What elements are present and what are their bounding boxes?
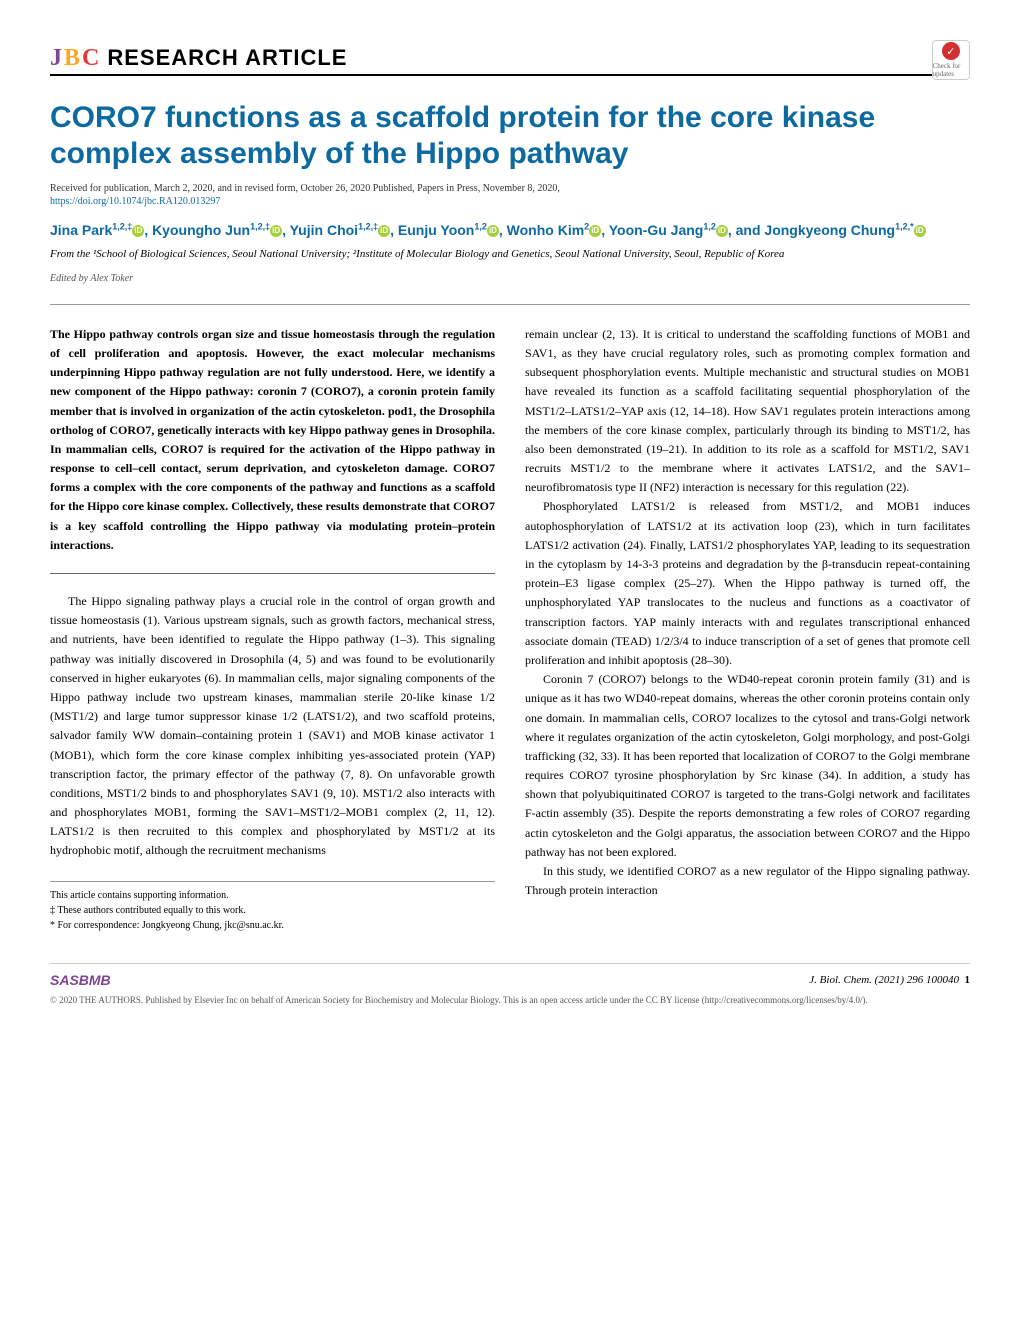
section-label: RESEARCH ARTICLE [107, 45, 347, 71]
page-number: 1 [965, 974, 971, 986]
orcid-icon[interactable]: iD [589, 225, 601, 237]
doi-link[interactable]: https://doi.org/10.1074/jbc.RA120.013297 [50, 196, 970, 207]
body-para: remain unclear (2, 13). It is critical t… [525, 325, 970, 498]
orcid-icon[interactable]: iD [487, 225, 499, 237]
orcid-icon[interactable]: iD [270, 225, 282, 237]
footer: SASBMB J. Biol. Chem. (2021) 296 100040 … [50, 963, 970, 988]
right-column: remain unclear (2, 13). It is critical t… [525, 325, 970, 933]
citation: J. Biol. Chem. (2021) 296 100040 1 [809, 974, 970, 986]
jbc-letter-b: B [64, 45, 80, 72]
footnote-supp: This article contains supporting informa… [50, 888, 495, 903]
citation-text: J. Biol. Chem. (2021) 296 100040 [809, 974, 959, 986]
body-para: Coronin 7 (CORO7) belongs to the WD40-re… [525, 670, 970, 862]
left-column: The Hippo pathway controls organ size an… [50, 325, 495, 933]
orcid-icon[interactable]: iD [378, 225, 390, 237]
authors: Jina Park1,2,‡iD, Kyoungho Jun1,2,‡iD, Y… [50, 219, 970, 241]
footnote-equal: ‡ These authors contributed equally to t… [50, 903, 495, 918]
abstract: The Hippo pathway controls organ size an… [50, 325, 495, 555]
footnotes: This article contains supporting informa… [50, 881, 495, 933]
check-updates-text: Check for updates [933, 62, 969, 78]
license-text: © 2020 THE AUTHORS. Published by Elsevie… [50, 994, 970, 1007]
check-icon: ✓ [942, 42, 960, 60]
journal-header: J B C RESEARCH ARTICLE [50, 45, 932, 76]
footnote-corresp: * For correspondence: Jongkyeong Chung, … [50, 918, 495, 933]
editor-line: Edited by Alex Toker [50, 273, 970, 284]
abstract-divider [50, 573, 495, 574]
orcid-icon[interactable]: iD [132, 225, 144, 237]
article-title: CORO7 functions as a scaffold protein fo… [50, 100, 970, 172]
jbc-logo: J B C [50, 45, 99, 72]
asbmb-logo: SASBMB [50, 972, 111, 988]
jbc-letter-j: J [50, 45, 62, 72]
body-para: In this study, we identified CORO7 as a … [525, 862, 970, 900]
check-updates-badge[interactable]: ✓ Check for updates [932, 40, 970, 80]
orcid-icon[interactable]: iD [914, 225, 926, 237]
body-para: The Hippo signaling pathway plays a cruc… [50, 592, 495, 861]
body-para: Phosphorylated LATS1/2 is released from … [525, 497, 970, 670]
divider [50, 304, 970, 305]
received-line: Received for publication, March 2, 2020,… [50, 182, 970, 196]
orcid-icon[interactable]: iD [716, 225, 728, 237]
affiliation: From the ¹School of Biological Sciences,… [50, 247, 970, 262]
jbc-letter-c: C [82, 45, 99, 72]
